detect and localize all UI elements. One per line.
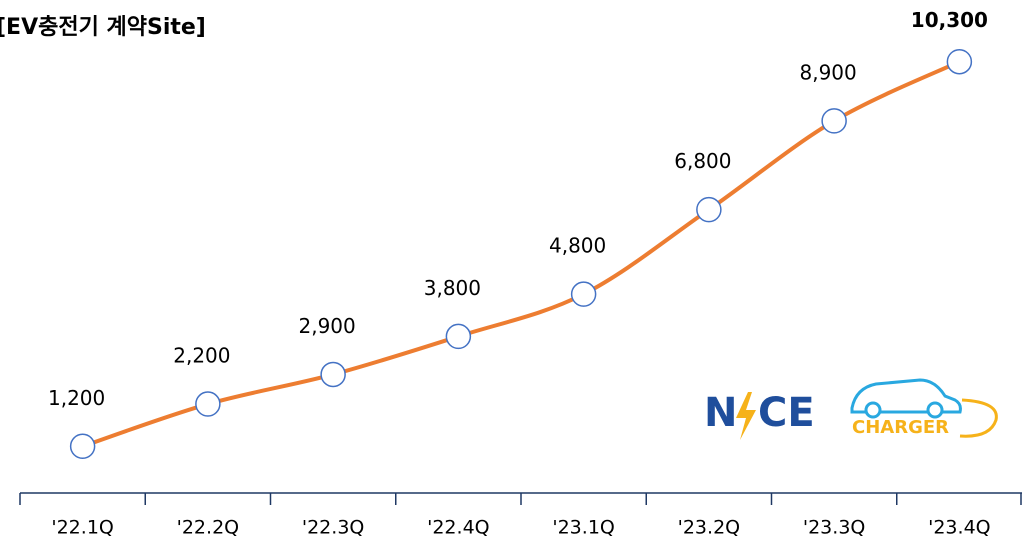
data-label: 10,300	[911, 8, 988, 32]
x-tick-label: '23.2Q	[678, 517, 740, 539]
point	[696, 196, 722, 223]
line	[81, 59, 961, 449]
x-tick-label: '22.2Q	[177, 517, 239, 539]
point	[570, 281, 597, 307]
data-label: 3,800	[424, 276, 481, 300]
data-label: 1,200	[48, 386, 105, 410]
logo-text: N	[704, 390, 737, 436]
point	[946, 48, 973, 75]
x-tick-label: '23.1Q	[552, 517, 614, 539]
logo: N CE CHARGER	[704, 378, 998, 440]
x-tick-label: '22.4Q	[427, 517, 489, 539]
point	[445, 323, 472, 350]
x-tick-label: '22.3Q	[302, 517, 364, 539]
point	[69, 433, 96, 460]
logo-bolt	[736, 392, 756, 440]
data-label: 8,900	[799, 60, 856, 84]
data-label: 4,800	[549, 234, 606, 258]
logo-wheel	[864, 401, 882, 419]
logo-text: CE	[758, 390, 815, 436]
x-tick-label: '23.4Q	[928, 517, 990, 539]
point	[195, 391, 221, 417]
data-label: 6,800	[674, 149, 731, 173]
x-tick-label: '22.1Q	[51, 517, 113, 539]
x-tick-label: '23.3Q	[803, 517, 865, 539]
logo-car	[850, 378, 962, 414]
chart-title: [EV충전기 계약Site]	[0, 15, 206, 40]
logo-text: CHARGER	[852, 417, 949, 438]
logo-wheel	[926, 401, 944, 419]
point	[821, 108, 847, 134]
logo-cable	[959, 398, 998, 438]
data-label: 2,200	[173, 344, 230, 368]
point	[320, 361, 346, 388]
data-label: 2,900	[298, 314, 355, 338]
